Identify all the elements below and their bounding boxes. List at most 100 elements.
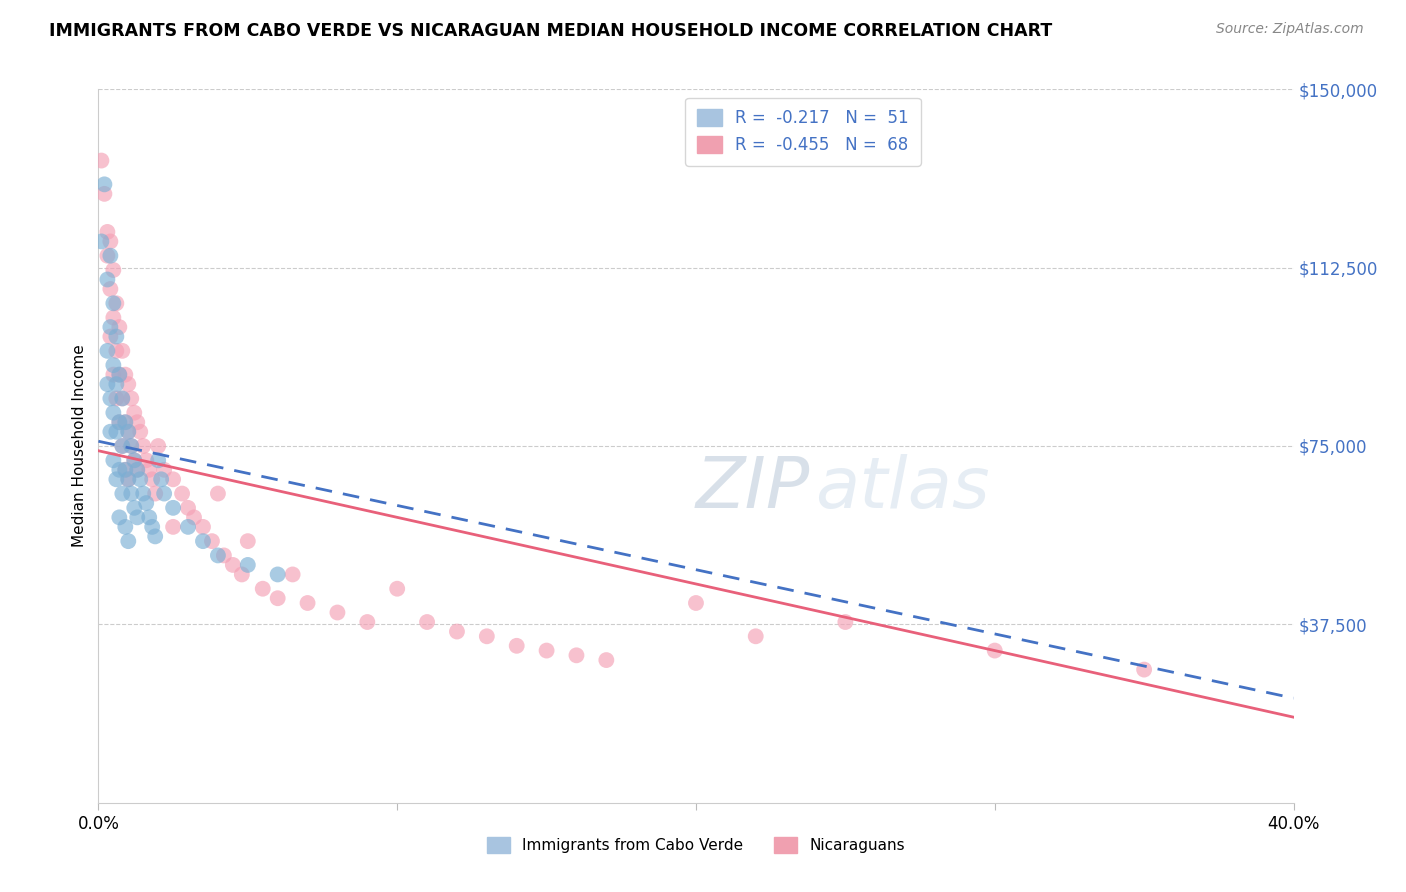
Point — [105, 377, 128, 392]
Point — [98, 329, 122, 343]
Point — [117, 377, 139, 392]
Point — [326, 606, 349, 620]
Point — [96, 249, 118, 263]
Point — [207, 486, 229, 500]
Point — [111, 439, 134, 453]
Point — [132, 439, 155, 453]
Point — [1133, 663, 1156, 677]
Point — [132, 486, 155, 500]
Point — [135, 453, 157, 467]
Point — [191, 520, 214, 534]
Point — [108, 415, 131, 429]
Point — [114, 415, 136, 429]
Point — [506, 639, 529, 653]
Point — [98, 282, 122, 296]
Point — [685, 596, 707, 610]
Point — [153, 486, 176, 500]
Point — [129, 425, 152, 439]
Text: ZIP: ZIP — [695, 454, 810, 524]
Point — [984, 643, 1007, 657]
Point — [98, 320, 122, 334]
Point — [148, 439, 170, 453]
Point — [103, 310, 125, 325]
Point — [90, 235, 112, 249]
Point — [114, 463, 136, 477]
Point — [96, 225, 118, 239]
Point — [135, 496, 157, 510]
Point — [191, 534, 214, 549]
Point — [252, 582, 274, 596]
Point — [96, 377, 118, 392]
Point — [108, 320, 131, 334]
Point — [138, 463, 160, 477]
Point — [207, 549, 229, 563]
Point — [148, 453, 170, 467]
Point — [475, 629, 498, 643]
Point — [129, 472, 152, 486]
Point — [267, 567, 290, 582]
Point — [105, 425, 128, 439]
Point — [143, 486, 166, 500]
Point — [236, 534, 259, 549]
Point — [124, 406, 146, 420]
Point — [111, 392, 134, 406]
Point — [162, 500, 184, 515]
Point — [114, 463, 136, 477]
Point — [111, 343, 134, 358]
Point — [162, 520, 184, 534]
Point — [141, 520, 163, 534]
Point — [201, 534, 224, 549]
Text: IMMIGRANTS FROM CABO VERDE VS NICARAGUAN MEDIAN HOUSEHOLD INCOME CORRELATION CHA: IMMIGRANTS FROM CABO VERDE VS NICARAGUAN… — [49, 22, 1053, 40]
Point — [267, 591, 290, 606]
Point — [98, 235, 122, 249]
Point — [565, 648, 588, 663]
Point — [117, 425, 139, 439]
Point — [108, 463, 131, 477]
Point — [114, 520, 136, 534]
Point — [124, 453, 146, 467]
Point — [281, 567, 304, 582]
Point — [103, 263, 125, 277]
Point — [143, 529, 166, 543]
Point — [177, 500, 200, 515]
Point — [93, 186, 115, 201]
Point — [90, 153, 112, 168]
Point — [177, 520, 200, 534]
Point — [595, 653, 617, 667]
Point — [93, 178, 115, 192]
Point — [297, 596, 319, 610]
Point — [120, 486, 142, 500]
Point — [117, 472, 139, 486]
Point — [127, 415, 149, 429]
Point — [162, 472, 184, 486]
Point — [536, 643, 558, 657]
Point — [108, 415, 131, 429]
Point — [108, 368, 131, 382]
Point — [105, 343, 128, 358]
Point — [103, 296, 125, 310]
Point — [385, 582, 409, 596]
Legend: Immigrants from Cabo Verde, Nicaraguans: Immigrants from Cabo Verde, Nicaraguans — [481, 831, 911, 859]
Point — [103, 406, 125, 420]
Point — [111, 486, 134, 500]
Point — [111, 439, 134, 453]
Point — [153, 463, 176, 477]
Point — [117, 534, 139, 549]
Point — [120, 439, 142, 453]
Point — [141, 472, 163, 486]
Point — [108, 368, 131, 382]
Point — [103, 368, 125, 382]
Point — [127, 463, 149, 477]
Point — [172, 486, 194, 500]
Y-axis label: Median Household Income: Median Household Income — [72, 344, 87, 548]
Point — [356, 615, 378, 629]
Point — [108, 510, 131, 524]
Point — [103, 453, 125, 467]
Point — [231, 567, 253, 582]
Point — [117, 425, 139, 439]
Point — [222, 558, 245, 572]
Point — [834, 615, 856, 629]
Point — [111, 392, 134, 406]
Text: atlas: atlas — [815, 454, 990, 524]
Point — [105, 329, 128, 343]
